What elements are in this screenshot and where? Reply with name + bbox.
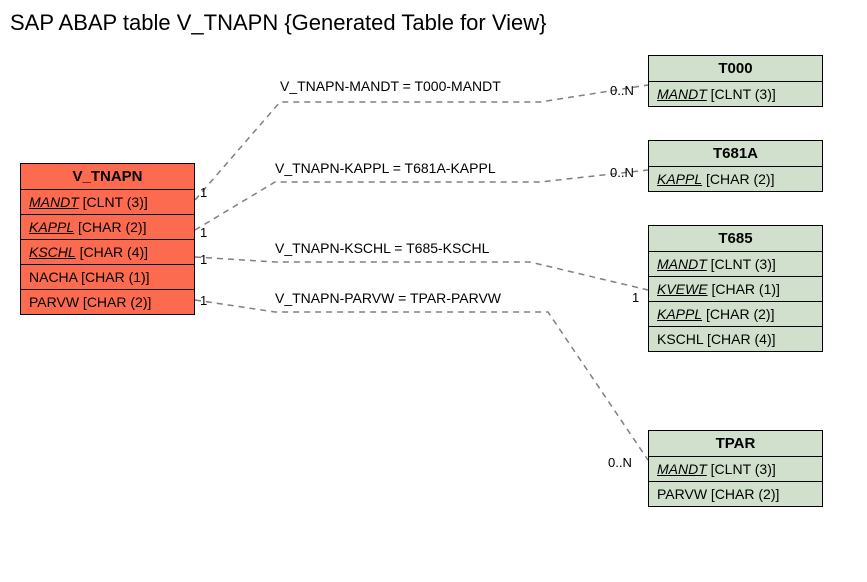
entity-header: T685 — [649, 226, 822, 252]
field-type: [CLNT (3)] — [79, 194, 148, 210]
cardinality-to: 0..N — [608, 455, 632, 470]
cardinality-from: 1 — [200, 225, 207, 240]
cardinality-to: 0..N — [610, 165, 634, 180]
field-name: PARVW — [29, 294, 79, 310]
entity-header: T000 — [649, 56, 822, 82]
entity-field: KSCHL [CHAR (4)] — [21, 239, 194, 264]
edge-label: V_TNAPN-PARVW = TPAR-PARVW — [275, 290, 501, 306]
entity-header: T681A — [649, 141, 822, 167]
field-name: KAPPL — [657, 171, 702, 187]
cardinality-from: 1 — [200, 252, 207, 267]
entity-field: KVEWE [CHAR (1)] — [649, 276, 822, 301]
field-type: [CHAR (2)] — [702, 171, 774, 187]
field-type: [CHAR (2)] — [79, 294, 151, 310]
field-type: [CHAR (1)] — [708, 281, 780, 297]
page-title: SAP ABAP table V_TNAPN {Generated Table … — [10, 10, 547, 36]
entity-header: V_TNAPN — [21, 164, 194, 190]
entity-field: MANDT [CLNT (3)] — [649, 82, 822, 106]
relationship-edge — [195, 257, 648, 290]
field-name: MANDT — [657, 256, 707, 272]
entity-field: MANDT [CLNT (3)] — [21, 190, 194, 214]
field-name: NACHA — [29, 269, 77, 285]
field-type: [CHAR (4)] — [76, 244, 148, 260]
entity-field: PARVW [CHAR (2)] — [21, 289, 194, 314]
entity-field: PARVW [CHAR (2)] — [649, 481, 822, 506]
entity-tpar: TPARMANDT [CLNT (3)]PARVW [CHAR (2)] — [648, 430, 823, 507]
edge-label: V_TNAPN-KSCHL = T685-KSCHL — [275, 240, 489, 256]
field-type: [CHAR (4)] — [703, 331, 775, 347]
entity-field: KAPPL [CHAR (2)] — [649, 167, 822, 191]
relationship-edge — [195, 300, 648, 460]
field-name: MANDT — [29, 194, 79, 210]
entity-field: KAPPL [CHAR (2)] — [21, 214, 194, 239]
field-name: KVEWE — [657, 281, 708, 297]
field-name: MANDT — [657, 461, 707, 477]
diagram-canvas: SAP ABAP table V_TNAPN {Generated Table … — [0, 0, 867, 582]
cardinality-to: 0..N — [610, 83, 634, 98]
entity-header: TPAR — [649, 431, 822, 457]
cardinality-from: 1 — [200, 293, 207, 308]
field-type: [CHAR (2)] — [707, 486, 779, 502]
entity-field: KSCHL [CHAR (4)] — [649, 326, 822, 351]
edge-label: V_TNAPN-MANDT = T000-MANDT — [280, 78, 501, 94]
field-type: [CLNT (3)] — [707, 86, 776, 102]
entity-field: KAPPL [CHAR (2)] — [649, 301, 822, 326]
relationship-edge — [195, 170, 648, 230]
entity-field: MANDT [CLNT (3)] — [649, 457, 822, 481]
field-type: [CLNT (3)] — [707, 256, 776, 272]
field-type: [CHAR (1)] — [77, 269, 149, 285]
entity-v_tnapn: V_TNAPNMANDT [CLNT (3)]KAPPL [CHAR (2)]K… — [20, 163, 195, 315]
field-type: [CLNT (3)] — [707, 461, 776, 477]
edge-label: V_TNAPN-KAPPL = T681A-KAPPL — [275, 160, 496, 176]
field-name: KAPPL — [657, 306, 702, 322]
relationship-edge — [195, 85, 648, 200]
field-name: MANDT — [657, 86, 707, 102]
field-name: KSCHL — [29, 244, 76, 260]
entity-t681a: T681AKAPPL [CHAR (2)] — [648, 140, 823, 192]
field-name: KSCHL — [657, 331, 703, 347]
field-name: PARVW — [657, 486, 707, 502]
cardinality-to: 1 — [632, 290, 639, 305]
entity-t000: T000MANDT [CLNT (3)] — [648, 55, 823, 107]
field-name: KAPPL — [29, 219, 74, 235]
field-type: [CHAR (2)] — [74, 219, 146, 235]
cardinality-from: 1 — [200, 185, 207, 200]
field-type: [CHAR (2)] — [702, 306, 774, 322]
entity-field: NACHA [CHAR (1)] — [21, 264, 194, 289]
entity-t685: T685MANDT [CLNT (3)]KVEWE [CHAR (1)]KAPP… — [648, 225, 823, 352]
entity-field: MANDT [CLNT (3)] — [649, 252, 822, 276]
